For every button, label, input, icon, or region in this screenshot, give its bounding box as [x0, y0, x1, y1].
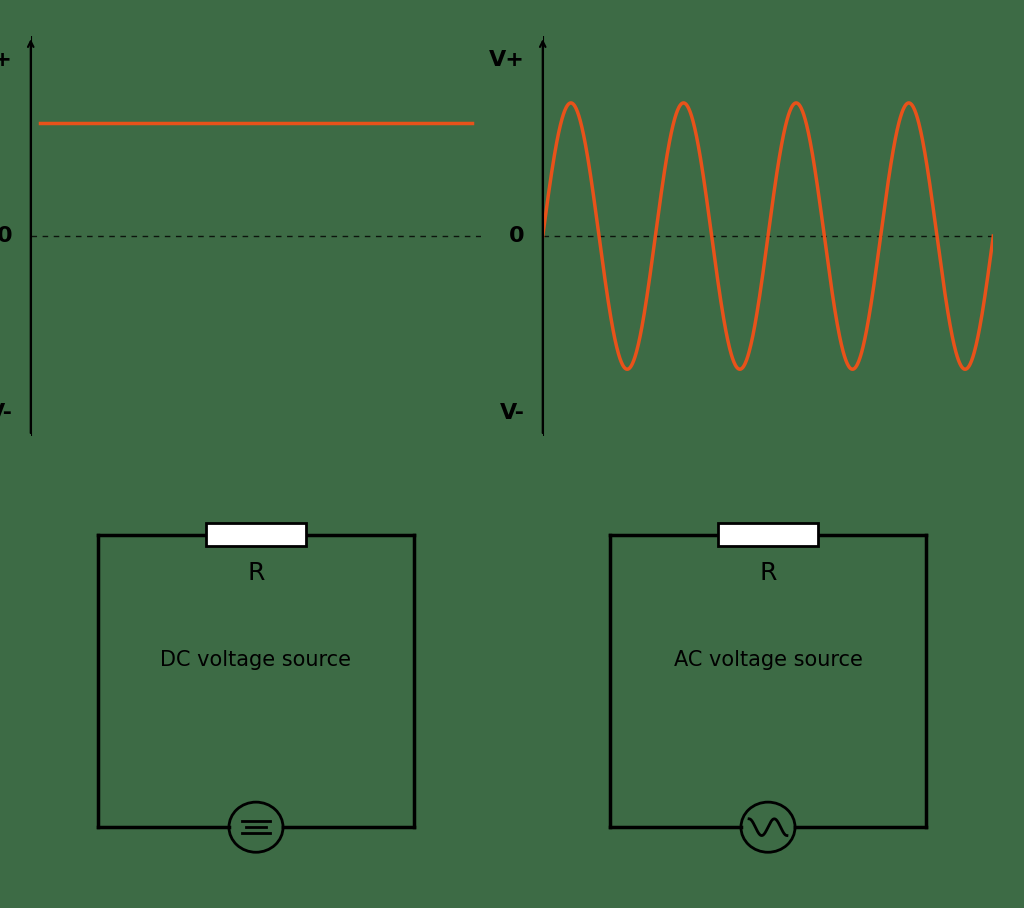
Bar [719, 523, 817, 547]
Text: AC voltage source: AC voltage source [674, 650, 862, 670]
Text: R: R [248, 561, 264, 585]
Text: V+: V+ [0, 50, 12, 70]
Text: V-: V- [0, 402, 12, 422]
Text: V+: V+ [488, 50, 524, 70]
Text: DC voltage source: DC voltage source [161, 650, 351, 670]
Text: 0: 0 [509, 226, 524, 246]
Text: R: R [760, 561, 776, 585]
Text: V-: V- [500, 402, 524, 422]
Text: 0: 0 [0, 226, 12, 246]
Bar [207, 523, 305, 547]
